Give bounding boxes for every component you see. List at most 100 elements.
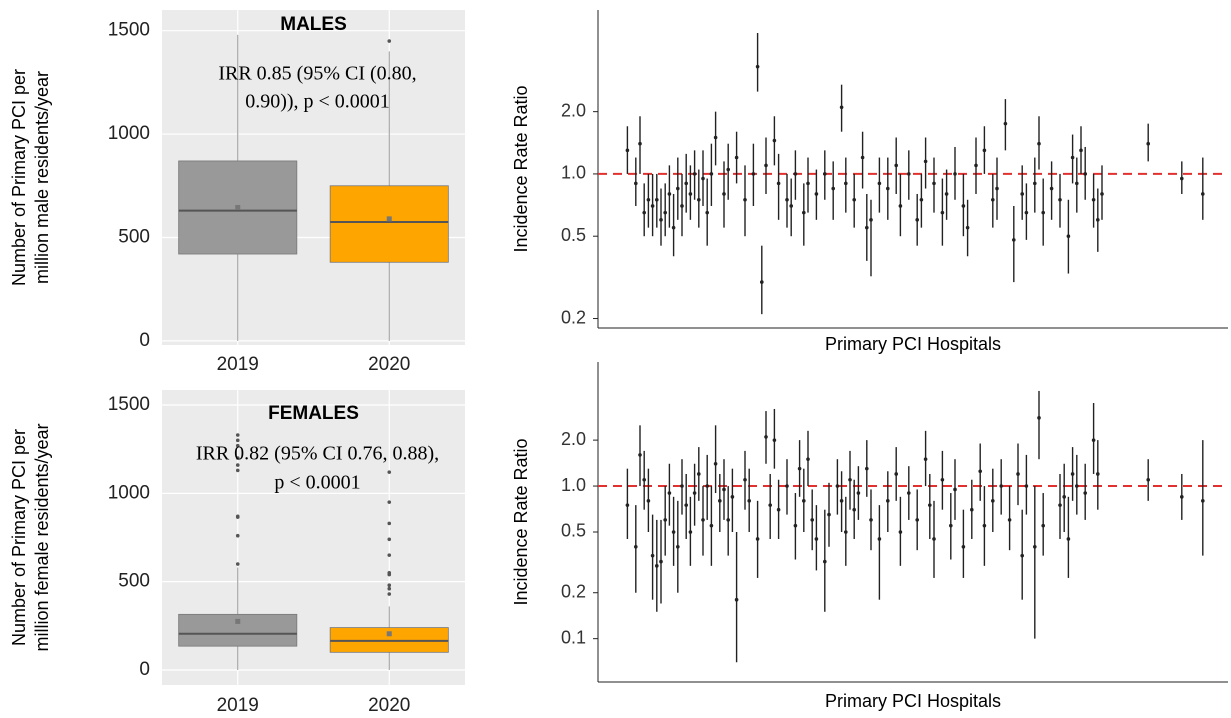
outlier (235, 433, 240, 437)
point-estimate (1083, 172, 1087, 176)
y-axis-title: Number of Primary PCI per (9, 429, 29, 646)
point-estimate (965, 225, 970, 230)
point-estimate (659, 559, 663, 564)
y-tick-label: 500 (118, 571, 150, 592)
box (329, 185, 449, 263)
point-estimate (638, 141, 642, 146)
point-estimate (625, 148, 630, 153)
point-estimate (932, 537, 936, 541)
point-estimate (1033, 544, 1037, 549)
point-estimate (625, 503, 630, 507)
point-estimate (907, 491, 911, 495)
point-estimate (1058, 197, 1062, 202)
point-estimate (1091, 197, 1096, 202)
point-estimate (709, 523, 714, 528)
y-tick-label: 1500 (108, 20, 150, 41)
point-estimate (692, 172, 697, 176)
y-tick-label: 500 (118, 226, 150, 247)
point-estimate (692, 491, 697, 495)
point-estimate (886, 499, 890, 503)
point-estimate (688, 530, 693, 534)
point-estimate (655, 197, 659, 202)
point-estimate (877, 181, 882, 186)
point-estimate (1070, 472, 1075, 476)
point-estimate (835, 484, 840, 488)
y-tick-label: 0.5 (561, 521, 586, 541)
point-estimate (860, 155, 865, 160)
annotation: IRR 0.85 (95% CI (0.80, (218, 63, 416, 85)
outlier (387, 521, 392, 526)
point-estimate (1003, 121, 1008, 126)
point-estimate (953, 487, 957, 492)
point-estimate (814, 537, 819, 541)
point-estimate (667, 192, 672, 196)
point-estimate (634, 181, 638, 186)
point-estimate (747, 499, 751, 503)
outlier (387, 470, 392, 474)
point-estimate (999, 484, 1003, 488)
point-estimate (1062, 495, 1066, 499)
point-estimate (848, 477, 852, 482)
point-estimate (1037, 141, 1041, 146)
point-estimate (923, 159, 928, 164)
point-estimate (1180, 176, 1184, 181)
point-estimate (709, 172, 714, 176)
point-estimate (764, 435, 768, 439)
point-estimate (1037, 416, 1041, 420)
point-estimate (802, 210, 806, 215)
y-axis-title: million male residents/year (32, 71, 52, 284)
point-estimate (961, 204, 966, 208)
point-estimate (944, 192, 949, 196)
mean-point (386, 216, 392, 222)
point-estimate (831, 186, 835, 191)
y-tick-label: 0.2 (561, 307, 586, 327)
point-estimate (697, 472, 701, 476)
point-estimate (734, 597, 739, 602)
point-estimate (940, 477, 945, 482)
point-estimate (705, 210, 709, 215)
mean-point (386, 631, 392, 637)
x-tick-label: 2020 (368, 695, 410, 716)
point-estimate (974, 163, 978, 168)
y-tick-label: 1000 (108, 123, 150, 144)
point-estimate (869, 218, 873, 222)
point-estimate (865, 466, 869, 471)
point-estimate (760, 280, 764, 284)
point-estimate (797, 466, 802, 471)
point-estimate (839, 499, 844, 503)
point-estimate (852, 507, 856, 512)
y-axis-title: million female residents/year (32, 423, 52, 651)
point-estimate (894, 472, 898, 476)
point-estimate (684, 181, 688, 186)
point-estimate (932, 181, 936, 186)
point-estimate (1007, 518, 1012, 522)
y-tick-label: 2.0 (561, 429, 586, 449)
point-estimate (785, 484, 789, 488)
point-estimate (1180, 495, 1184, 499)
point-estimate (671, 225, 676, 230)
point-estimate (676, 186, 680, 191)
point-estimate (1075, 181, 1079, 186)
y-tick-label: 2.0 (561, 100, 586, 120)
point-estimate (676, 544, 680, 549)
point-estimate (755, 64, 760, 69)
outlier (235, 456, 240, 460)
outlier (387, 583, 392, 587)
annotation: 0.90)), p < 0.0001 (245, 91, 390, 113)
outlier (387, 553, 392, 557)
point-estimate (1096, 472, 1100, 476)
point-estimate (802, 499, 806, 503)
point-estimate (1091, 438, 1096, 442)
point-estimate (789, 204, 793, 208)
point-estimate (823, 559, 827, 564)
outlier (387, 592, 392, 596)
outlier (235, 438, 240, 443)
point-estimate (978, 469, 982, 474)
point-estimate (869, 518, 873, 522)
point-estimate (667, 491, 672, 495)
point-estimate (810, 518, 814, 522)
point-estimate (949, 523, 953, 528)
point-estimate (671, 530, 676, 534)
outlier (235, 463, 240, 467)
mean-point (235, 204, 241, 210)
